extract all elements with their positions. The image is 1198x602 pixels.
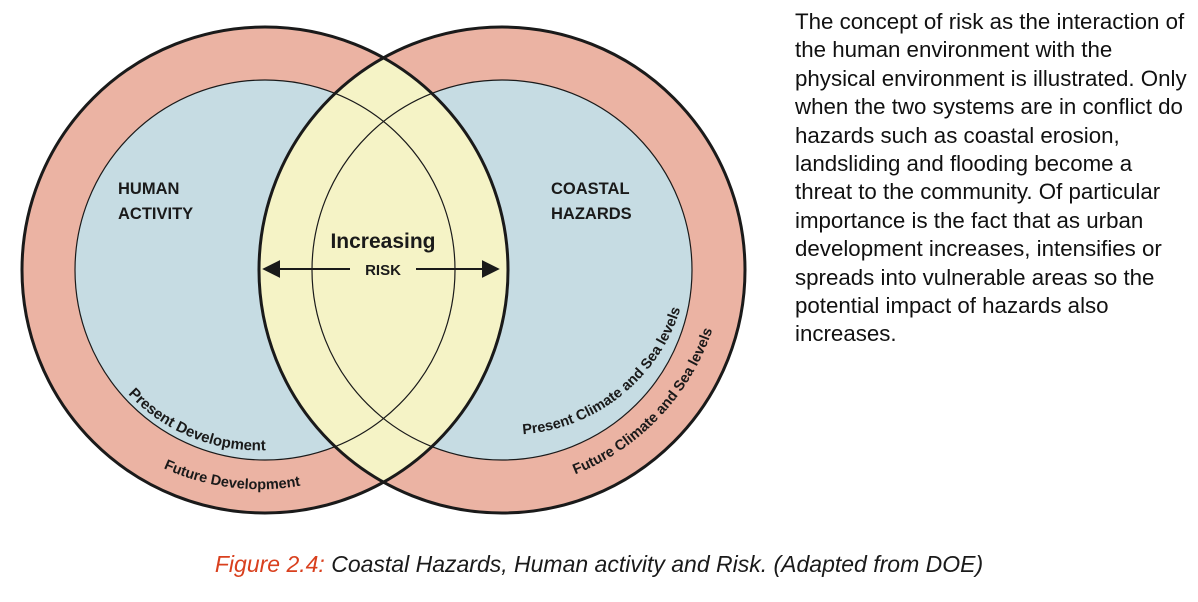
coastal-hazards-outline	[257, 25, 747, 515]
description-text: The concept of risk as the interaction o…	[795, 9, 1187, 347]
risk-label: RISK	[365, 262, 401, 279]
risk-overlap-region	[259, 27, 508, 513]
figure-caption-label: Figure 2.4:	[214, 551, 325, 577]
coastal-hazards-title-line1: COASTAL	[551, 180, 629, 198]
coastal-hazards-title-line2: HAZARDS	[551, 205, 632, 223]
increasing-label: Increasing	[330, 230, 435, 253]
figure-caption-text: Coastal Hazards, Human activity and Risk…	[324, 551, 984, 577]
human-activity-outline	[20, 25, 510, 515]
human-activity-title-line1: HUMAN	[118, 180, 179, 198]
human-activity-title-line2: ACTIVITY	[118, 205, 193, 223]
svg-text:HUMAN ACTIVITY: HUMAN ACTIVITY	[118, 180, 193, 223]
svg-text:COASTAL HAZARDS: COASTAL HAZARDS	[551, 180, 634, 223]
risk-venn-diagram: HUMAN ACTIVITY COASTAL HAZARDS Increasin…	[20, 25, 747, 515]
figure-caption: Figure 2.4: Coastal Hazards, Human activ…	[0, 551, 1198, 578]
